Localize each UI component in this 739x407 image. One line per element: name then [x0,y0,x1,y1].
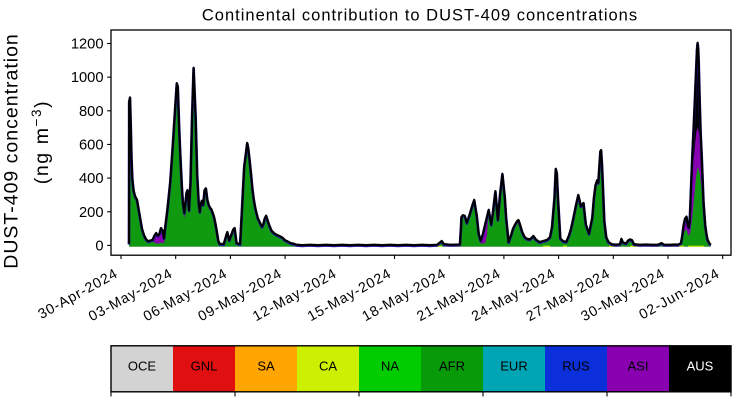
svg-text:800: 800 [79,104,104,120]
svg-text:OCE: OCE [128,359,157,374]
svg-text:CA: CA [319,359,337,374]
svg-text:Continental contribution to DU: Continental contribution to DUST-409 con… [202,6,638,24]
svg-text:400: 400 [79,171,104,187]
svg-text:DUST-409 concentration: DUST-409 concentration [1,33,23,269]
svg-text:600: 600 [79,138,104,154]
svg-text:NA: NA [381,359,399,374]
svg-text:1200: 1200 [71,37,104,53]
svg-text:EUR: EUR [500,359,527,374]
svg-text:200: 200 [79,205,104,221]
svg-text:RUS: RUS [562,359,590,374]
svg-text:1000: 1000 [71,70,104,86]
svg-text:ASI: ASI [628,359,649,374]
svg-text:GNL: GNL [191,359,218,374]
svg-text:0: 0 [95,239,103,255]
svg-text:SA: SA [257,359,275,374]
svg-text:AFR: AFR [439,359,465,374]
svg-text:AUS: AUS [687,359,714,374]
